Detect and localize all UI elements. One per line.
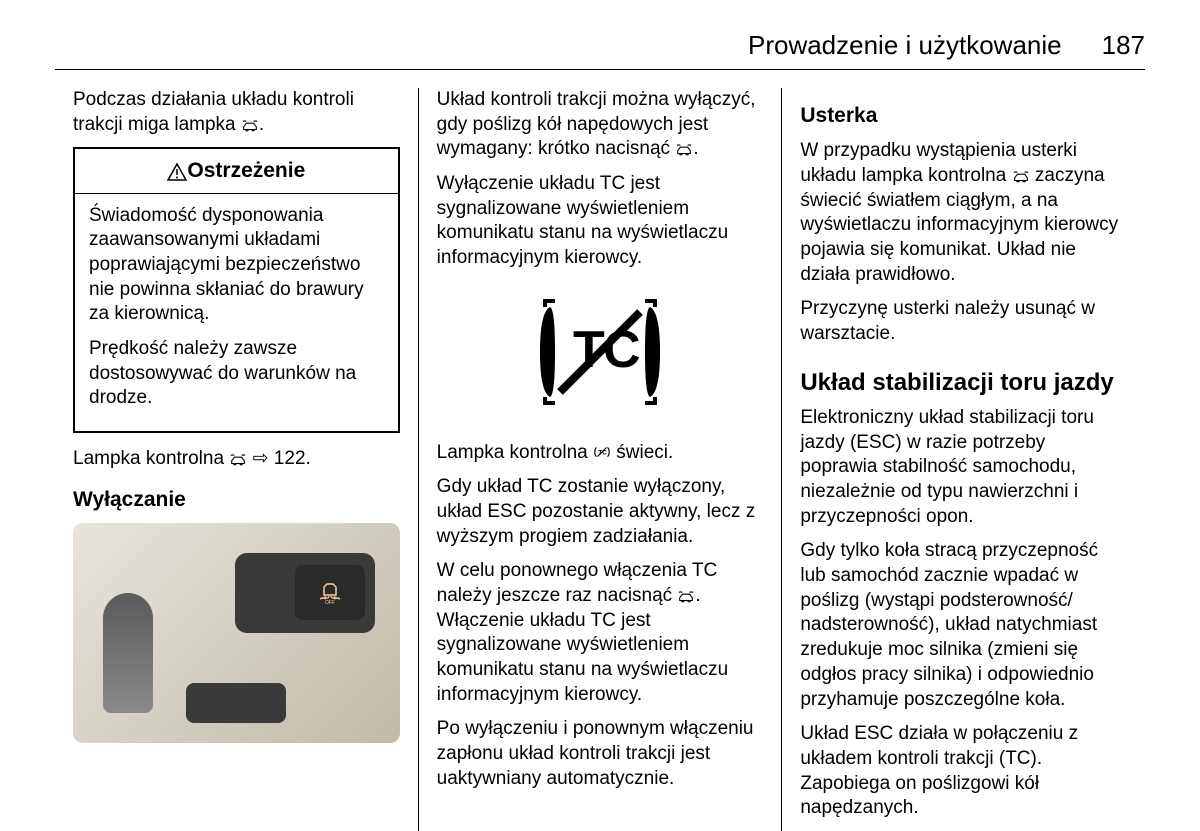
lamp-ref: ⇨ 122. bbox=[247, 448, 310, 469]
lamp-prefix: Lampka kontrolna bbox=[73, 448, 229, 469]
console-bottom-panel bbox=[186, 683, 286, 723]
col2-p1-end: . bbox=[693, 138, 698, 159]
car-skid-icon bbox=[241, 117, 259, 133]
heading-usterka: Usterka bbox=[800, 102, 1127, 129]
warning-triangle-icon bbox=[167, 163, 187, 181]
car-skid-icon bbox=[675, 141, 693, 157]
col2-p1: Układ kontroli trakcji można wyłączyć, g… bbox=[437, 88, 764, 162]
car-skid-icon bbox=[229, 451, 247, 467]
fault-p1: W przypadku wystąpienia usterki układu l… bbox=[800, 139, 1127, 287]
tc-off-symbol: T C bbox=[437, 287, 764, 425]
col2-p4: W celu ponownego włączenia TC należy jes… bbox=[437, 559, 764, 707]
console-photo: OFF bbox=[73, 523, 400, 743]
lamp-ref-text: Lampka kontrolna ⇨ 122. bbox=[73, 447, 400, 472]
warning-body: Świadomość dysponowania zaawansowanymi u… bbox=[75, 194, 398, 432]
car-skid-icon bbox=[1012, 168, 1030, 184]
esc-p3: Układ ESC działa w połączeniu z układem … bbox=[800, 722, 1127, 821]
col2-p5: Po wyłączeniu i ponownym włączeniu zapło… bbox=[437, 717, 764, 791]
warning-header: Ostrzeżenie bbox=[75, 149, 398, 193]
page-number: 187 bbox=[1102, 30, 1145, 61]
fault-p2: Przyczynę usterki należy usunąć w warszt… bbox=[800, 297, 1127, 346]
warning-p2: Prędkość należy zawsze dostosowywać do w… bbox=[89, 337, 384, 411]
intro-text: Podczas działania układu kontroli trakcj… bbox=[73, 88, 400, 137]
tc-off-icon: T C bbox=[525, 287, 675, 417]
lamp2-suffix: świeci. bbox=[611, 442, 673, 463]
warning-box: Ostrzeżenie Świadomość dysponowania zaaw… bbox=[73, 147, 400, 433]
col2-p2: Wyłączenie układu TC jest sygnalizowane … bbox=[437, 172, 764, 271]
warning-p1: Świadomość dysponowania zaawansowanymi u… bbox=[89, 204, 384, 327]
esc-p2: Gdy tylko koła stracą przyczepność lub s… bbox=[800, 539, 1127, 712]
car-skid-icon bbox=[677, 588, 695, 604]
heading-wylaczanie: Wyłączanie bbox=[73, 486, 400, 513]
header-title: Prowadzenie i użytkowanie bbox=[748, 30, 1062, 61]
esc-p1: Elektroniczny układ stabilizacji toru ja… bbox=[800, 406, 1127, 529]
column-3: Usterka W przypadku wystąpienia usterki … bbox=[782, 88, 1145, 831]
intro-text-span: Podczas działania układu kontroli trakcj… bbox=[73, 89, 354, 135]
column-2: Układ kontroli trakcji można wyłączyć, g… bbox=[419, 88, 783, 831]
warning-label: Ostrzeżenie bbox=[187, 159, 305, 182]
tc-off-small-icon: TC bbox=[593, 444, 611, 460]
column-1: Podczas działania układu kontroli trakcj… bbox=[55, 88, 419, 831]
content-columns: Podczas działania układu kontroli trakcj… bbox=[55, 88, 1145, 831]
tc-button-icon: OFF bbox=[316, 581, 344, 605]
col2-lamp: Lampka kontrolna TC świeci. bbox=[437, 441, 764, 466]
lamp2-prefix: Lampka kontrolna bbox=[437, 442, 593, 463]
heading-esc: Układ stabilizacji toru jazdy bbox=[800, 367, 1127, 398]
page-header: Prowadzenie i użytkowanie 187 bbox=[55, 30, 1145, 70]
col2-p1-text: Układ kontroli trakcji można wyłączyć, g… bbox=[437, 89, 756, 159]
col2-p4-start: W celu ponownego włączenia TC należy jes… bbox=[437, 560, 718, 606]
svg-text:OFF: OFF bbox=[325, 600, 335, 605]
col2-p3: Gdy układ TC zostanie wyłączony, układ E… bbox=[437, 475, 764, 549]
tc-button: OFF bbox=[295, 565, 365, 620]
gear-shifter bbox=[103, 593, 153, 713]
